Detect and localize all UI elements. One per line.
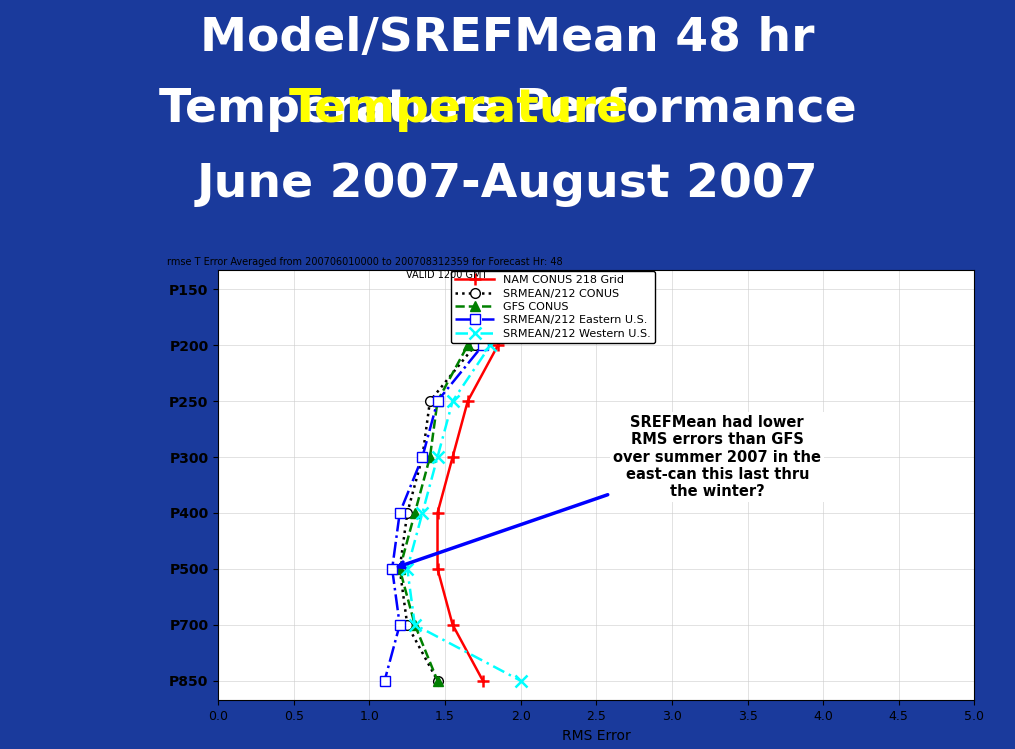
Line: GFS CONUS: GFS CONUS <box>395 285 502 685</box>
Text: Model/SREFMean 48 hr: Model/SREFMean 48 hr <box>200 16 815 61</box>
SRMEAN/212 CONUS <box>508 285 520 294</box>
NAM CONUS 218 Grid <box>431 565 444 574</box>
GFS CONUS <box>431 676 444 685</box>
NAM CONUS 218 Grid <box>477 676 489 685</box>
Text: Temperature Performance: Temperature Performance <box>158 87 857 132</box>
Text: June 2007-August 2007: June 2007-August 2007 <box>197 162 818 207</box>
SRMEAN/212 CONUS <box>431 676 444 685</box>
NAM CONUS 218 Grid <box>431 509 444 518</box>
SRMEAN/212 Eastern U.S. <box>379 676 391 685</box>
SRMEAN/212 CONUS <box>401 509 413 518</box>
NAM CONUS 218 Grid <box>515 285 527 294</box>
GFS CONUS <box>431 396 444 405</box>
SRMEAN/212 Western U.S. <box>515 676 527 685</box>
GFS CONUS <box>424 452 436 461</box>
SRMEAN/212 CONUS <box>394 565 406 574</box>
SRMEAN/212 Western U.S. <box>409 620 421 629</box>
SRMEAN/212 Western U.S. <box>515 285 527 294</box>
SRMEAN/212 Eastern U.S. <box>386 565 398 574</box>
SRMEAN/212 Eastern U.S. <box>477 341 489 350</box>
SRMEAN/212 Eastern U.S. <box>394 620 406 629</box>
Line: SRMEAN/212 Eastern U.S.: SRMEAN/212 Eastern U.S. <box>380 285 533 685</box>
SRMEAN/212 CONUS <box>416 452 428 461</box>
SRMEAN/212 Eastern U.S. <box>431 396 444 405</box>
NAM CONUS 218 Grid <box>447 452 459 461</box>
GFS CONUS <box>409 509 421 518</box>
Line: SRMEAN/212 Western U.S.: SRMEAN/212 Western U.S. <box>402 284 526 686</box>
SRMEAN/212 Western U.S. <box>484 341 496 350</box>
GFS CONUS <box>394 565 406 574</box>
SRMEAN/212 Western U.S. <box>447 396 459 405</box>
X-axis label: RMS Error: RMS Error <box>562 729 630 742</box>
SRMEAN/212 CONUS <box>401 620 413 629</box>
SRMEAN/212 Western U.S. <box>416 509 428 518</box>
SRMEAN/212 CONUS <box>469 341 481 350</box>
Text: VALID 1200 GMT: VALID 1200 GMT <box>406 270 487 280</box>
SRMEAN/212 Western U.S. <box>401 565 413 574</box>
Text: rmse T Error Averaged from 200706010000 to 200708312359 for Forecast Hr: 48: rmse T Error Averaged from 200706010000 … <box>167 257 563 267</box>
SRMEAN/212 Eastern U.S. <box>416 452 428 461</box>
GFS CONUS <box>462 341 474 350</box>
NAM CONUS 218 Grid <box>492 341 504 350</box>
Text: Temperature: Temperature <box>288 87 628 132</box>
NAM CONUS 218 Grid <box>447 620 459 629</box>
Legend: NAM CONUS 218 Grid, SRMEAN/212 CONUS, GFS CONUS, SRMEAN/212 Eastern U.S., SRMEAN: NAM CONUS 218 Grid, SRMEAN/212 CONUS, GF… <box>451 271 655 343</box>
SRMEAN/212 Eastern U.S. <box>394 509 406 518</box>
SRMEAN/212 Eastern U.S. <box>522 285 534 294</box>
NAM CONUS 218 Grid <box>462 396 474 405</box>
Line: SRMEAN/212 CONUS: SRMEAN/212 CONUS <box>395 285 518 685</box>
SRMEAN/212 Western U.S. <box>431 452 444 461</box>
Text: SREFMean had lower
RMS errors than GFS
over summer 2007 in the
east-can this las: SREFMean had lower RMS errors than GFS o… <box>399 415 821 568</box>
GFS CONUS <box>492 285 504 294</box>
GFS CONUS <box>409 620 421 629</box>
Line: NAM CONUS 218 Grid: NAM CONUS 218 Grid <box>432 284 526 686</box>
SRMEAN/212 CONUS <box>424 396 436 405</box>
